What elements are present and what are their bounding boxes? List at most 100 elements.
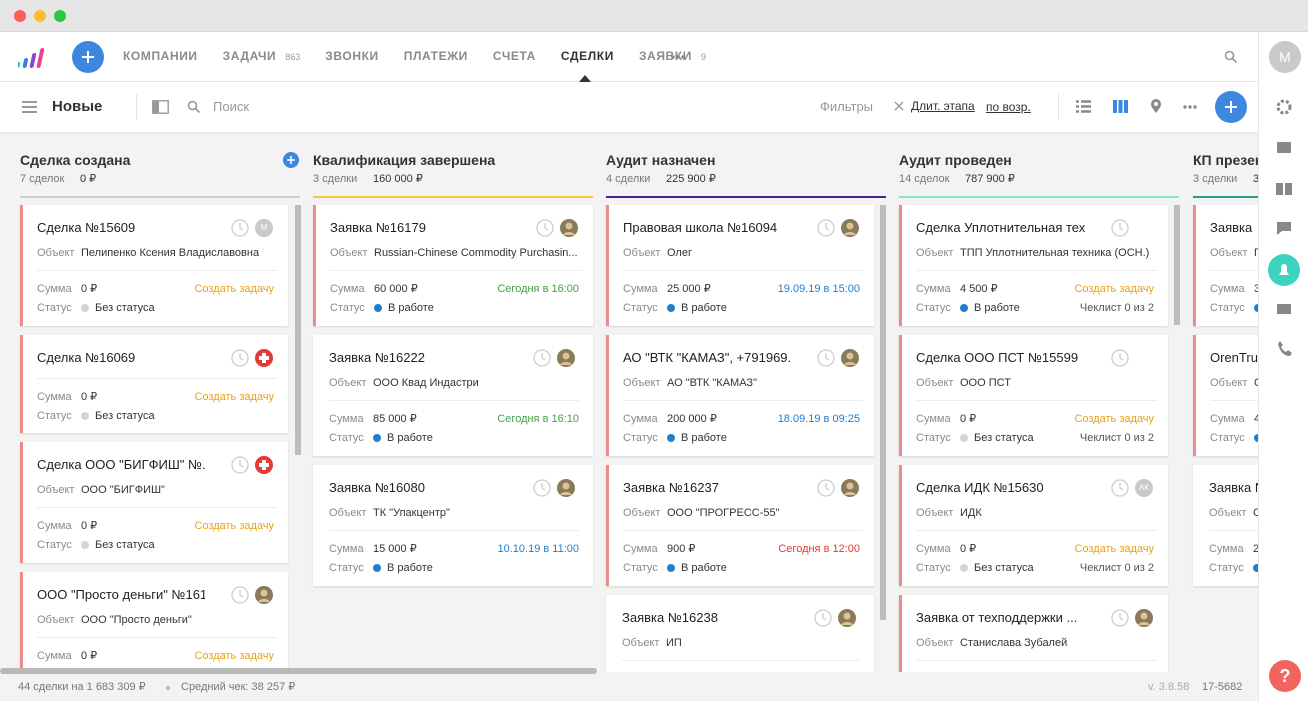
clock-icon[interactable] bbox=[231, 586, 249, 609]
deal-card[interactable]: Сделка №15609 М Объект Пелипенко Ксения Вла… bbox=[20, 205, 288, 326]
object-value: ТК "Упакцентр" bbox=[373, 507, 450, 519]
minimize-button[interactable] bbox=[34, 10, 46, 22]
clock-icon[interactable] bbox=[1111, 609, 1129, 632]
title-bar bbox=[0, 0, 1308, 32]
nav-item[interactable]: СЧЕТА bbox=[493, 49, 536, 63]
card-title: Заявка №16238 bbox=[622, 610, 718, 625]
column-scrollbar[interactable] bbox=[1174, 205, 1180, 325]
search-icon[interactable] bbox=[1224, 50, 1238, 64]
deal-card[interactable]: Заявка №16222 Объект ООО Квад Индастри Сумм… bbox=[313, 335, 593, 456]
more-button[interactable] bbox=[670, 54, 686, 60]
column-scrollbar[interactable] bbox=[295, 205, 301, 455]
task-link[interactable]: Создать задачу bbox=[1074, 543, 1154, 555]
clock-icon[interactable] bbox=[817, 479, 835, 502]
clock-icon[interactable] bbox=[231, 219, 249, 242]
sum-value: 200 000 ₽ bbox=[667, 413, 717, 425]
status-dot bbox=[1254, 304, 1258, 312]
deal-card[interactable]: Сделка ООО "БИГФИШ" №... Объект ООО "БИГФИ… bbox=[20, 442, 288, 563]
sort-field[interactable]: Длит. этапа bbox=[911, 99, 975, 113]
menu-icon[interactable] bbox=[22, 101, 37, 113]
deal-card[interactable]: Заявка Объект П Сумма 31 Статус bbox=[1193, 205, 1258, 326]
clear-sort[interactable] bbox=[894, 101, 904, 111]
status-dot bbox=[81, 412, 89, 420]
assignee-avatar bbox=[255, 586, 273, 609]
object-label: Объект bbox=[37, 484, 75, 496]
nav-item[interactable]: ЗАДАЧИ 863 bbox=[223, 49, 301, 63]
search-input[interactable]: Поиск bbox=[213, 99, 250, 114]
checklist: Чеклист 0 из 2 bbox=[1079, 562, 1154, 574]
nav-label: ЗВОНКИ bbox=[325, 49, 379, 63]
user-avatar[interactable]: М bbox=[1269, 41, 1301, 73]
logo[interactable] bbox=[18, 46, 48, 70]
sort-order[interactable]: по возр. bbox=[986, 100, 1031, 114]
assignee-avatar bbox=[255, 456, 273, 479]
deal-card[interactable]: Заявка №16080 Объект ТК "Упакцентр" Сумма 15… bbox=[313, 465, 593, 586]
clock-icon[interactable] bbox=[231, 456, 249, 479]
clock-icon[interactable] bbox=[814, 609, 832, 632]
nav-items: КОМПАНИИ ЗАДАЧИ 863 ЗВОНКИ ПЛАТЕЖИ СЧЕТА СДЕЛК… bbox=[123, 49, 706, 82]
clock-icon[interactable] bbox=[817, 219, 835, 242]
task-link[interactable]: Создать задачу bbox=[1074, 413, 1154, 425]
deal-card[interactable]: АО "ВТК "КАМАЗ", +791969... Объект АО "ВТК… bbox=[606, 335, 874, 456]
column-scrollbar[interactable] bbox=[880, 205, 886, 620]
deal-card[interactable]: Сделка ИДК №15630 АК Объект ИДК Сумма 0 ₽ Созд… bbox=[899, 465, 1168, 586]
deal-card[interactable]: Заявка N Объект О Сумма 2 7 Статус bbox=[1193, 465, 1258, 586]
task-link[interactable]: Сегодня в 12:00 bbox=[778, 543, 860, 555]
list-view[interactable] bbox=[1076, 100, 1091, 113]
clock-icon[interactable] bbox=[817, 349, 835, 372]
nav-item[interactable]: ЗВОНКИ bbox=[325, 49, 378, 63]
task-link[interactable]: Создать задачу bbox=[1074, 283, 1154, 295]
sum-label: Сумма bbox=[1210, 283, 1245, 295]
nav-item[interactable]: ЗАЯВКИ 9 bbox=[639, 49, 706, 63]
help-button[interactable]: ? bbox=[1269, 660, 1301, 692]
deal-card[interactable]: Сделка №16069 Сумма 0 ₽ Создать задачу Стату… bbox=[20, 335, 288, 433]
deal-card[interactable]: Сделка Уплотнительная тех... Объект ТПП Уп… bbox=[899, 205, 1168, 326]
task-link[interactable]: Создать задачу bbox=[194, 650, 274, 662]
deal-card[interactable]: OrenTruc Объект О Сумма 4 Статус bbox=[1193, 335, 1258, 456]
clock-icon[interactable] bbox=[231, 349, 249, 372]
deal-card[interactable]: ООО "Просто деньги" №161... Объект ООО "Пр… bbox=[20, 572, 288, 672]
more-button[interactable] bbox=[1182, 104, 1198, 110]
deal-card[interactable]: Заявка от техподдержки ... Объект Станисла… bbox=[899, 595, 1168, 672]
card-title: Сделка №15609 bbox=[37, 220, 136, 235]
sum-value: 85 000 ₽ bbox=[373, 413, 417, 425]
task-link[interactable]: Сегодня в 16:10 bbox=[497, 413, 579, 425]
nav-item[interactable]: СДЕЛКИ bbox=[561, 49, 614, 82]
map-view[interactable] bbox=[1150, 98, 1162, 114]
clock-icon[interactable] bbox=[1111, 349, 1129, 372]
clock-icon[interactable] bbox=[533, 349, 551, 372]
clock-icon[interactable] bbox=[1111, 219, 1129, 242]
close-button[interactable] bbox=[14, 10, 26, 22]
deal-card[interactable]: Правовая школа №16094 Объект Олег Сумма 25 0… bbox=[606, 205, 874, 326]
add-deal-button[interactable] bbox=[1215, 91, 1247, 123]
deal-card[interactable]: Заявка №16238 Объект ИП bbox=[606, 595, 874, 672]
task-link[interactable]: Создать задачу bbox=[194, 391, 274, 403]
task-link[interactable]: Создать задачу bbox=[194, 283, 274, 295]
horizontal-scrollbar[interactable] bbox=[0, 668, 597, 674]
task-link[interactable]: 18.09.19 в 09:25 bbox=[777, 413, 860, 425]
task-link[interactable]: Создать задачу bbox=[194, 520, 274, 532]
status-value: В работе bbox=[681, 302, 727, 314]
clock-icon[interactable] bbox=[1111, 479, 1129, 502]
clock-icon[interactable] bbox=[533, 479, 551, 502]
filters-button[interactable]: Фильтры bbox=[820, 99, 874, 114]
nav-item[interactable]: КОМПАНИИ bbox=[123, 49, 198, 63]
column-underline bbox=[20, 196, 300, 198]
clock-icon[interactable] bbox=[536, 219, 554, 242]
create-button[interactable] bbox=[72, 41, 104, 73]
column-underline bbox=[1193, 196, 1258, 198]
deal-card[interactable]: Сделка ООО ПСТ №15599 Объект ООО ПСТ Сумма 0… bbox=[899, 335, 1168, 456]
nav-item[interactable]: ПЛАТЕЖИ bbox=[404, 49, 468, 63]
add-card-button[interactable] bbox=[283, 152, 299, 168]
task-link[interactable]: Сегодня в 16:00 bbox=[497, 283, 579, 295]
sum-label: Сумма bbox=[37, 283, 72, 295]
assignee-avatar bbox=[841, 349, 859, 372]
kanban-view[interactable] bbox=[1113, 100, 1128, 113]
panel-icon[interactable] bbox=[152, 100, 169, 114]
deal-card[interactable]: Заявка №16179 Объект Russian-Chinese Commo… bbox=[313, 205, 593, 326]
sum-value: 0 ₽ bbox=[81, 520, 98, 532]
zoom-button[interactable] bbox=[54, 10, 66, 22]
task-link[interactable]: 10.10.19 в 11:00 bbox=[497, 543, 580, 555]
deal-card[interactable]: Заявка №16237 Объект ООО "ПРОГРЕСС-55" Сумм… bbox=[606, 465, 874, 586]
task-link[interactable]: 19.09.19 в 15:00 bbox=[777, 283, 860, 295]
